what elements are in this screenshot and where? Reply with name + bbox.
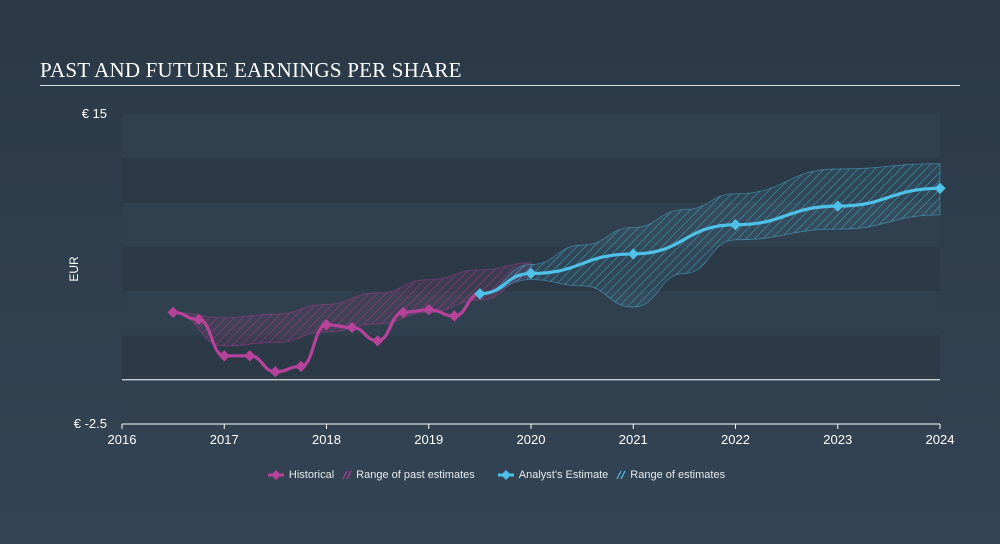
historical-point <box>244 350 256 362</box>
x-tick-label: 2021 <box>619 432 648 447</box>
x-tick-label: 2020 <box>517 432 546 447</box>
legend-past-range[interactable]: Range of past estimates <box>342 469 475 481</box>
historical-point <box>295 360 307 373</box>
x-tick-label: 2024 <box>926 432 955 447</box>
x-tick-label: 2019 <box>414 432 443 447</box>
x-tick-label: 2023 <box>823 432 852 447</box>
legend-historical[interactable]: Historical <box>267 469 334 481</box>
historical-point <box>346 321 358 334</box>
past-range-hatch-icon <box>342 470 352 480</box>
historical-point <box>448 310 460 322</box>
historical-point <box>423 304 435 316</box>
estimate-point <box>525 267 537 280</box>
estimate-point <box>934 182 946 195</box>
historical-point <box>371 335 384 347</box>
y-tick-label-max: € 15 <box>82 106 107 121</box>
chart-title: PAST AND FUTURE EARNINGS PER SHARE <box>40 58 462 82</box>
legend-future-range[interactable]: Range of estimates <box>616 469 725 481</box>
estimate-point <box>627 248 639 260</box>
historical-point <box>320 319 333 331</box>
historical-point <box>218 350 230 362</box>
legend-analyst-label: Analyst's Estimate <box>518 469 609 481</box>
legend-future-range-label: Range of estimates <box>630 469 726 481</box>
historical-point <box>167 306 179 319</box>
y-tick-label-min: € -2.5 <box>74 416 107 431</box>
legend-analyst-estimate[interactable]: Analyst's Estimate <box>497 469 609 481</box>
estimate-point <box>832 200 844 212</box>
x-tick-label: 2022 <box>721 432 750 447</box>
historical-point <box>269 366 282 378</box>
x-tick-label: 2017 <box>210 432 239 447</box>
estimate-line-icon <box>497 470 514 480</box>
y-axis-label: EUR <box>67 256 81 282</box>
legend-historical-label: Historical <box>288 469 335 481</box>
estimate-point <box>729 219 742 231</box>
historical-line-icon <box>267 470 284 480</box>
grid-band <box>122 379 940 424</box>
title-divider <box>40 85 960 86</box>
estimate-point <box>474 288 486 300</box>
x-tick-label: 2018 <box>312 432 341 447</box>
grid-band <box>122 114 940 159</box>
chart-legend: Historical Range of past estimates Analy… <box>0 467 1000 483</box>
legend-past-range-label: Range of past estimates <box>356 469 475 481</box>
historical-point <box>193 313 205 326</box>
future-range-hatch-icon <box>616 470 626 480</box>
historical-point <box>397 306 409 319</box>
x-tick-label: 2016 <box>108 432 137 447</box>
